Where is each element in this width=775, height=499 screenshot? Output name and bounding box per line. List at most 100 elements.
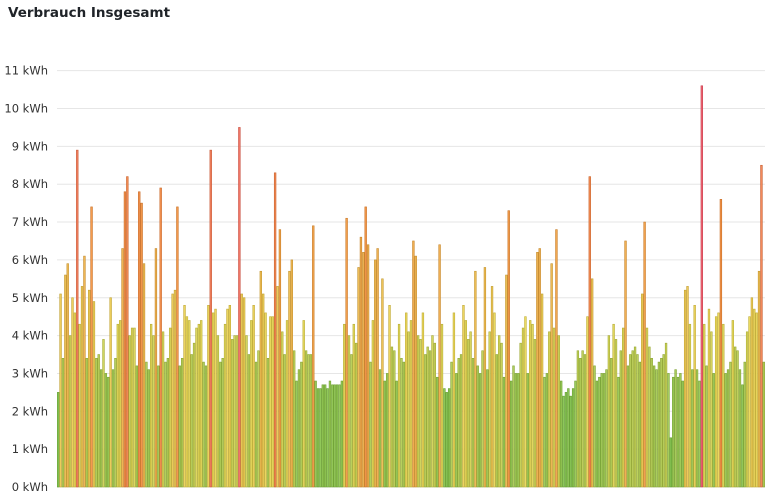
bar[interactable] xyxy=(614,339,618,488)
bar[interactable] xyxy=(436,376,439,488)
bar[interactable] xyxy=(505,274,508,488)
bar[interactable] xyxy=(316,388,320,488)
bar[interactable] xyxy=(207,305,210,488)
bar[interactable] xyxy=(359,236,363,488)
bar[interactable] xyxy=(662,354,665,488)
bar[interactable] xyxy=(116,323,119,488)
bar[interactable] xyxy=(722,323,725,488)
bar[interactable] xyxy=(688,323,692,488)
bar[interactable] xyxy=(743,361,746,488)
bar[interactable] xyxy=(707,308,711,488)
bar[interactable] xyxy=(197,323,200,488)
bar[interactable] xyxy=(231,339,234,488)
bar[interactable] xyxy=(376,248,379,488)
bar[interactable] xyxy=(591,278,594,488)
bar[interactable] xyxy=(686,286,689,488)
bar[interactable] xyxy=(447,388,451,488)
bar[interactable] xyxy=(540,293,544,488)
bar[interactable] xyxy=(748,316,751,488)
bar[interactable] xyxy=(724,373,727,488)
bar[interactable] xyxy=(598,376,601,488)
bar[interactable] xyxy=(750,297,754,488)
bar[interactable] xyxy=(176,206,179,488)
bar[interactable] xyxy=(543,376,546,488)
bar[interactable] xyxy=(209,149,212,488)
bar[interactable] xyxy=(681,380,684,488)
bar[interactable] xyxy=(676,376,680,488)
bar[interactable] xyxy=(180,358,184,488)
bar[interactable] xyxy=(288,270,291,488)
bar[interactable] xyxy=(107,376,110,488)
bar[interactable] xyxy=(135,365,139,488)
bar[interactable] xyxy=(397,323,401,488)
bar[interactable] xyxy=(200,320,203,488)
bar[interactable] xyxy=(602,373,606,488)
bar[interactable] xyxy=(331,384,334,488)
bar[interactable] xyxy=(557,335,560,488)
bar[interactable] xyxy=(424,354,427,488)
bar[interactable] xyxy=(114,358,117,488)
bar[interactable] xyxy=(57,392,60,488)
bar[interactable] xyxy=(481,350,484,488)
bar[interactable] xyxy=(621,327,625,488)
bar[interactable] xyxy=(533,339,537,488)
bar[interactable] xyxy=(273,172,277,488)
bar[interactable] xyxy=(242,297,246,488)
bar[interactable] xyxy=(161,331,165,488)
bar[interactable] xyxy=(385,373,389,488)
bar[interactable] xyxy=(450,361,453,488)
bar[interactable] xyxy=(362,252,365,488)
bar[interactable] xyxy=(364,206,367,488)
bar[interactable] xyxy=(374,259,377,488)
bar[interactable] xyxy=(683,289,687,488)
bar[interactable] xyxy=(402,361,406,488)
bar[interactable] xyxy=(595,380,599,488)
bar[interactable] xyxy=(755,312,758,488)
bar[interactable] xyxy=(476,365,479,488)
bar[interactable] xyxy=(71,297,74,488)
bar[interactable] xyxy=(719,199,723,488)
bar[interactable] xyxy=(159,187,162,488)
bar[interactable] xyxy=(59,293,62,488)
bar[interactable] xyxy=(340,380,344,488)
bar[interactable] xyxy=(312,225,315,488)
bar[interactable] xyxy=(145,361,148,488)
bar[interactable] xyxy=(648,346,651,488)
bar[interactable] xyxy=(657,361,661,488)
bar[interactable] xyxy=(343,323,346,488)
bar[interactable] xyxy=(433,342,437,488)
bar[interactable] xyxy=(345,217,348,488)
bar[interactable] xyxy=(338,384,341,488)
bar[interactable] xyxy=(500,342,503,488)
bar[interactable] xyxy=(140,202,143,488)
bar[interactable] xyxy=(693,305,696,488)
bar[interactable] xyxy=(645,327,649,488)
bar[interactable] xyxy=(164,361,167,488)
bar[interactable] xyxy=(233,335,236,488)
bar[interactable] xyxy=(97,354,100,488)
bar[interactable] xyxy=(154,248,158,488)
bar[interactable] xyxy=(285,320,289,488)
bar[interactable] xyxy=(524,316,527,488)
bar[interactable] xyxy=(440,323,444,488)
bar[interactable] xyxy=(443,388,446,488)
bar[interactable] xyxy=(593,365,596,488)
bar[interactable] xyxy=(521,327,525,488)
bar[interactable] xyxy=(512,365,515,488)
bar[interactable] xyxy=(571,388,575,488)
bar[interactable] xyxy=(538,248,541,488)
bar[interactable] xyxy=(152,335,155,488)
bar[interactable] xyxy=(221,358,224,488)
bar[interactable] xyxy=(471,358,475,488)
bar[interactable] xyxy=(731,320,734,488)
bar[interactable] xyxy=(328,380,332,488)
bar[interactable] xyxy=(64,274,67,488)
bar[interactable] xyxy=(519,342,522,488)
bar[interactable] xyxy=(495,354,498,488)
bar[interactable] xyxy=(83,255,86,488)
bar[interactable] xyxy=(324,384,327,488)
bar[interactable] xyxy=(264,312,267,488)
bar[interactable] xyxy=(142,263,146,488)
bar[interactable] xyxy=(514,373,518,488)
bar[interactable] xyxy=(674,369,677,488)
